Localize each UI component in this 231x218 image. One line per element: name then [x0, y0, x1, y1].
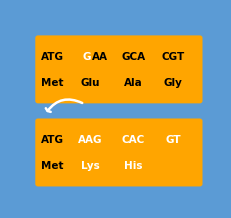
- Text: ATG: ATG: [41, 52, 64, 62]
- Text: CGT: CGT: [161, 52, 184, 62]
- Text: His: His: [124, 161, 142, 171]
- Text: Met: Met: [41, 161, 63, 171]
- Text: AAG: AAG: [78, 135, 102, 145]
- Text: CAC: CAC: [121, 135, 144, 145]
- Text: ATG: ATG: [41, 135, 64, 145]
- Text: Gly: Gly: [163, 78, 182, 88]
- Text: G: G: [82, 52, 90, 62]
- Text: GCA: GCA: [121, 52, 145, 62]
- Text: Lys: Lys: [80, 161, 99, 171]
- FancyBboxPatch shape: [35, 35, 202, 103]
- FancyBboxPatch shape: [35, 118, 202, 186]
- Text: Ala: Ala: [123, 78, 142, 88]
- Text: Met: Met: [41, 78, 63, 88]
- Text: Glu: Glu: [80, 78, 100, 88]
- Text: AA: AA: [91, 52, 107, 62]
- Text: GT: GT: [164, 135, 180, 145]
